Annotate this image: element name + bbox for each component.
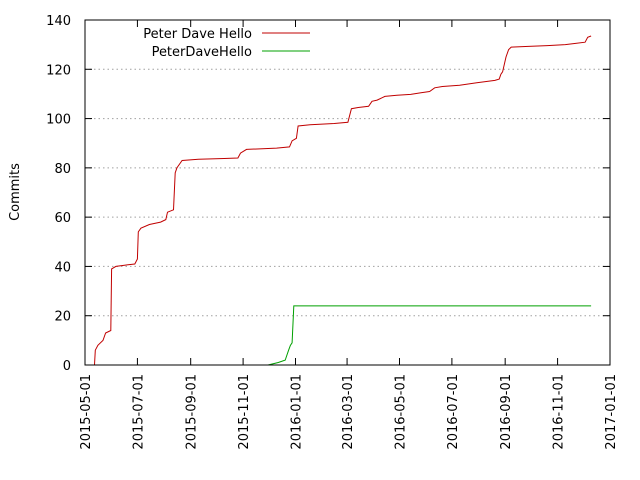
x-tick-label: 2015-05-01 xyxy=(79,374,94,450)
y-tick-labels: 0 20 40 60 80 100 120 140 xyxy=(46,14,71,374)
y-tick-label: 120 xyxy=(46,63,71,78)
x-tick-label: 2015-07-01 xyxy=(131,374,146,450)
series-line-2 xyxy=(267,305,592,366)
x-tick-label: 2015-11-01 xyxy=(237,374,252,450)
x-tick-label: 2016-05-01 xyxy=(393,374,408,450)
y-tick-label: 40 xyxy=(54,260,71,275)
x-tick-label: 2016-01-01 xyxy=(290,374,305,450)
x-tick-label: 2015-09-01 xyxy=(185,374,200,450)
x-tick-label: 2016-07-01 xyxy=(446,374,461,450)
y-axis-title: Commits xyxy=(8,163,23,221)
gridlines xyxy=(85,68,610,317)
y-tick-label: 140 xyxy=(46,14,71,29)
legend: Peter Dave Hello PeterDaveHello xyxy=(143,27,310,60)
y-tick-label: 100 xyxy=(46,113,71,128)
y-tick-label: 80 xyxy=(54,162,71,177)
x-tick-labels: 2015-05-01 2015-07-01 2015-09-01 2015-11-01… xyxy=(79,374,619,450)
x-tick-label: 2016-09-01 xyxy=(499,374,514,450)
x-tick-label: 2016-11-01 xyxy=(552,374,567,450)
series-lines xyxy=(94,35,592,366)
y-tick-label: 20 xyxy=(54,310,71,325)
plot-frame xyxy=(84,19,611,366)
legend-label-2: PeterDaveHello xyxy=(152,45,252,60)
series-line-1 xyxy=(94,35,592,366)
y-tick-label: 60 xyxy=(54,211,71,226)
axis-ticks xyxy=(84,19,611,366)
x-tick-label: 2017-01-01 xyxy=(604,374,619,450)
y-tick-label: 0 xyxy=(63,359,71,374)
legend-label-1: Peter Dave Hello xyxy=(143,27,252,42)
x-tick-label: 2016-03-01 xyxy=(341,374,356,450)
